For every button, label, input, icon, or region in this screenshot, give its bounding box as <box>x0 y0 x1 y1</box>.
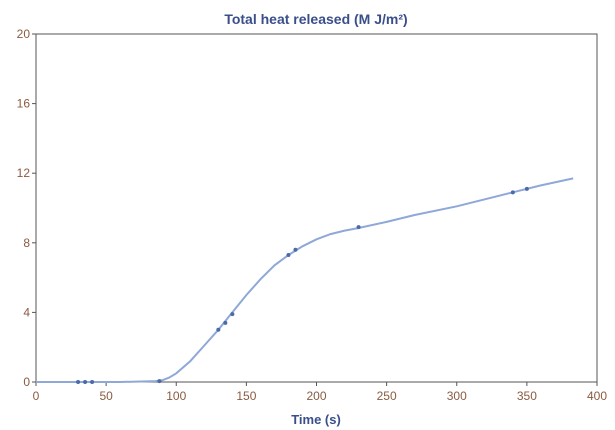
x-tick-label: 100 <box>166 389 186 403</box>
y-tick-label: 12 <box>17 166 31 180</box>
data-point <box>216 327 221 332</box>
x-tick-label: 350 <box>517 389 537 403</box>
data-point <box>223 320 228 325</box>
data-point <box>230 312 235 317</box>
x-tick-label: 250 <box>377 389 397 403</box>
x-tick-label: 0 <box>33 389 40 403</box>
series-markers <box>76 186 529 384</box>
data-point <box>286 252 291 257</box>
y-axis: 0 4 8 12 16 20 <box>17 27 36 389</box>
y-tick-label: 0 <box>23 375 30 389</box>
chart-title: Total heat released (M J/m²) <box>224 11 407 27</box>
plot-area <box>35 33 598 383</box>
data-point <box>356 225 361 230</box>
x-tick-label: 50 <box>99 389 113 403</box>
y-tick-label: 16 <box>17 97 31 111</box>
x-tick-label: 150 <box>236 389 256 403</box>
y-tick-label: 4 <box>23 305 30 319</box>
data-point <box>90 380 95 384</box>
x-tick-label: 300 <box>447 389 467 403</box>
y-tick-label: 8 <box>23 236 30 250</box>
x-axis-label: Time (s) <box>291 412 341 427</box>
data-point <box>293 247 298 252</box>
y-tick-label: 20 <box>17 27 31 41</box>
x-tick-label: 200 <box>306 389 326 403</box>
data-point <box>524 186 529 191</box>
data-point <box>157 379 162 384</box>
data-point <box>83 380 88 384</box>
data-point <box>76 380 81 384</box>
x-tick-label: 400 <box>587 389 607 403</box>
x-axis: 0 50 100 150 200 250 300 350 400 <box>33 382 607 403</box>
data-point <box>510 190 515 195</box>
